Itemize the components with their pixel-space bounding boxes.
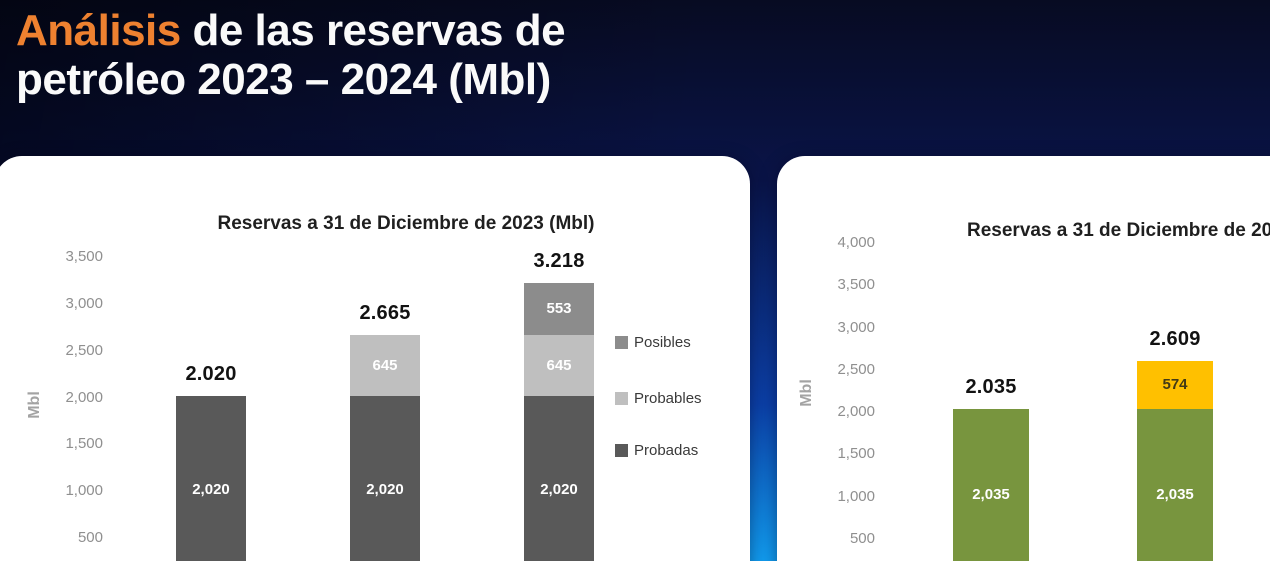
y-axis-tick-label: 500 [77, 529, 103, 547]
y-axis-tick-label: 2,500 [65, 341, 103, 359]
y-axis-tick-label: 3,500 [65, 248, 103, 266]
chart-title: Reservas a 31 de Diciembre de 2024 (Mbl) [967, 220, 1270, 241]
chart-2023: Reservas a 31 de Diciembre de 2023 (Mbl)… [0, 156, 750, 561]
legend-label: Probadas [634, 441, 699, 459]
bar-segment-value: 2,035 [1156, 486, 1194, 504]
legend-swatch-icon [615, 335, 628, 349]
y-axis-tick-label: 4,000 [837, 233, 875, 251]
legend-label: Probables [634, 389, 702, 407]
legend-item: Probables [615, 389, 702, 407]
bar-segment [953, 409, 1029, 561]
legend-item: Probadas [615, 441, 698, 459]
bar-total-label: 2.020 [185, 362, 237, 385]
y-axis-tick-label: 2,000 [837, 403, 875, 421]
bar-segment [524, 395, 594, 561]
bar-segment [1137, 409, 1213, 561]
y-axis-tick-label: 1,000 [65, 482, 103, 500]
slide-title: Análisis de las reservas de petróleo 202… [16, 6, 566, 105]
bar-segment-value: 2,020 [366, 481, 404, 499]
bar-segment-value: 2,020 [540, 481, 578, 499]
y-axis-title: Mbl [798, 379, 815, 407]
legend-label: Posibles [634, 333, 691, 351]
bar-segment-value: 645 [372, 356, 398, 374]
y-axis-tick-label: 3,500 [837, 276, 875, 294]
y-axis-tick-label: 2,500 [837, 360, 875, 378]
y-axis-tick-label: 1,500 [65, 435, 103, 453]
y-axis-tick-label: 1,000 [837, 487, 875, 505]
chart-2024: Reservas a 31 de Diciembre de 2024 (Mbl)… [777, 156, 1270, 561]
bar-segment [350, 395, 420, 561]
bar-total-label: 2.035 [965, 376, 1017, 399]
chart-panel-2023: Reservas a 31 de Diciembre de 2023 (Mbl)… [0, 156, 750, 561]
y-axis-tick-label: 500 [849, 530, 875, 547]
bar-segment [524, 283, 594, 336]
bar-segment [524, 335, 594, 396]
y-axis-title: Mbl [26, 391, 43, 419]
bar-segment-value: 574 [1162, 375, 1188, 393]
bar-segment-value: 2,020 [192, 481, 230, 499]
y-axis-tick-label: 3,000 [65, 294, 103, 312]
chart-title: Reservas a 31 de Diciembre de 2023 (Mbl) [217, 213, 595, 234]
y-axis-tick-label: 1,500 [837, 445, 875, 463]
y-axis-tick-label: 2,000 [65, 388, 103, 406]
slide-title-highlight: Análisis [16, 6, 181, 55]
bar-segment-value: 553 [546, 300, 572, 318]
slide-title-rest: de las reservas de [180, 6, 566, 55]
bar-segment-value: 2,035 [972, 486, 1010, 504]
bar-total-label: 2.609 [1149, 327, 1201, 350]
bar-total-label: 3.218 [533, 250, 585, 273]
bar-segment [1137, 360, 1213, 410]
bar-segment [176, 395, 246, 561]
legend-swatch-icon [615, 443, 628, 457]
y-axis-tick-label: 3,000 [837, 318, 875, 336]
legend-swatch-icon [615, 391, 628, 405]
slide-title-line2: petróleo 2023 – 2024 (Mbl) [16, 55, 551, 105]
bar-total-label: 2.665 [359, 302, 411, 325]
legend-item: Posibles [615, 333, 691, 351]
chart-panel-2024: Reservas a 31 de Diciembre de 2024 (Mbl)… [777, 156, 1270, 561]
bar-segment-value: 645 [546, 356, 572, 374]
bar-segment [350, 335, 420, 396]
